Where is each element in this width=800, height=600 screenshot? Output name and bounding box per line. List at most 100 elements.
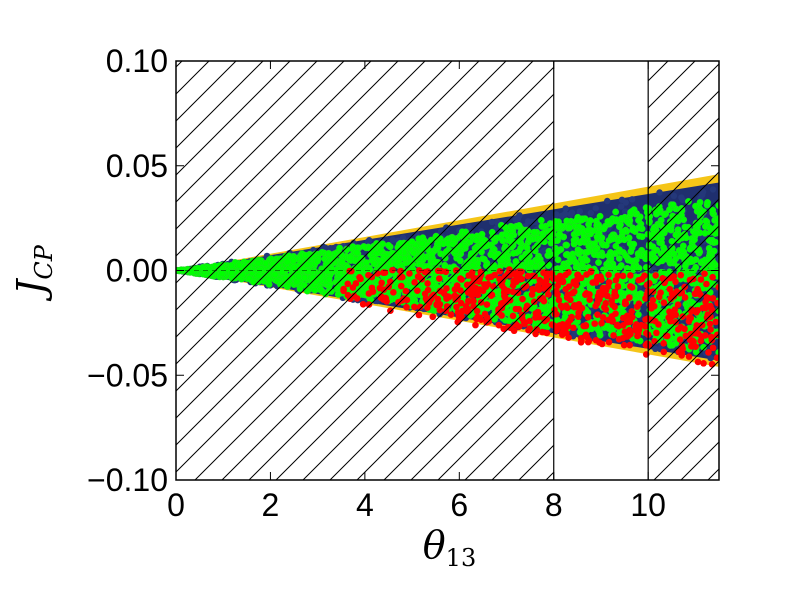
data-point <box>605 252 613 260</box>
data-point <box>604 218 612 225</box>
data-point <box>562 251 570 259</box>
data-point <box>615 335 623 343</box>
data-point <box>627 208 635 216</box>
data-point <box>597 273 604 281</box>
x-tick-label: 4 <box>356 487 374 523</box>
data-point <box>553 287 560 295</box>
data-point <box>610 332 617 339</box>
data-point <box>557 222 565 230</box>
data-point <box>621 208 629 215</box>
data-point <box>583 333 591 341</box>
data-point <box>567 255 575 263</box>
data-point <box>587 209 595 217</box>
data-point <box>619 228 626 236</box>
data-point <box>584 248 591 256</box>
data-point <box>634 311 642 319</box>
data-point <box>612 242 620 250</box>
data-point <box>635 300 643 308</box>
y-tick-label: −0.05 <box>87 357 168 393</box>
data-point <box>642 341 650 349</box>
data-point <box>576 239 584 247</box>
data-point <box>563 241 570 249</box>
data-point <box>604 292 611 300</box>
data-point <box>588 325 595 333</box>
data-point <box>614 283 622 290</box>
data-point <box>626 294 633 301</box>
data-point <box>621 300 629 308</box>
data-point <box>561 210 569 218</box>
data-point <box>619 272 627 280</box>
y-tick-label: 0.00 <box>106 253 168 289</box>
data-point <box>586 217 594 224</box>
excluded-region-1 <box>176 61 554 480</box>
data-point <box>595 259 602 266</box>
data-point <box>559 328 567 336</box>
data-point <box>603 322 610 330</box>
data-point <box>562 271 569 279</box>
data-point <box>611 303 618 311</box>
data-point <box>612 276 620 284</box>
data-point <box>586 296 593 304</box>
data-point <box>562 302 570 309</box>
data-point <box>558 264 566 272</box>
data-point <box>583 271 590 278</box>
y-tick-label: −0.10 <box>87 462 168 498</box>
data-point <box>637 290 644 298</box>
data-point <box>583 289 590 297</box>
data-point <box>628 308 636 315</box>
data-point <box>578 337 585 345</box>
data-point <box>573 216 581 224</box>
data-point <box>574 229 582 237</box>
data-point <box>555 296 563 304</box>
data-point <box>571 330 578 337</box>
data-point <box>572 259 580 266</box>
data-point <box>622 252 630 260</box>
data-point <box>634 332 641 340</box>
data-point <box>629 226 637 234</box>
data-point <box>609 235 617 243</box>
data-point <box>565 223 573 231</box>
data-point <box>562 205 569 212</box>
data-point <box>605 338 613 346</box>
data-point <box>592 205 599 212</box>
x-tick-label: 10 <box>630 487 666 523</box>
x-tick-label: 6 <box>450 487 468 523</box>
y-tick-label: 0.05 <box>106 148 168 184</box>
data-point <box>554 324 562 332</box>
data-point <box>602 300 610 307</box>
excluded-region-2 <box>648 61 719 480</box>
data-point <box>599 284 607 292</box>
data-point <box>605 316 612 324</box>
data-point <box>635 251 643 259</box>
data-point <box>617 203 625 210</box>
data-point <box>626 272 634 279</box>
data-point <box>627 283 634 290</box>
x-tick-label: 0 <box>167 487 185 523</box>
data-point <box>623 218 631 225</box>
data-point <box>574 246 582 254</box>
data-point <box>564 319 572 327</box>
data-point <box>591 320 598 327</box>
data-point <box>602 241 610 249</box>
data-point <box>570 236 578 244</box>
data-point <box>594 299 601 307</box>
data-point <box>613 216 620 223</box>
data-point <box>559 277 566 284</box>
data-point <box>593 233 601 241</box>
data-point <box>595 221 603 229</box>
data-point <box>596 212 604 220</box>
data-point <box>638 233 646 241</box>
data-point <box>628 196 636 203</box>
x-axis-label: θ13 <box>423 523 476 572</box>
data-point <box>584 338 592 346</box>
data-point <box>594 251 602 259</box>
data-point <box>598 319 605 327</box>
data-point <box>567 211 574 218</box>
data-point <box>605 279 613 286</box>
data-point <box>577 274 585 282</box>
data-point <box>621 236 628 244</box>
data-point <box>635 224 643 232</box>
data-point <box>599 314 607 321</box>
data-point <box>565 334 572 341</box>
data-point <box>604 197 611 205</box>
